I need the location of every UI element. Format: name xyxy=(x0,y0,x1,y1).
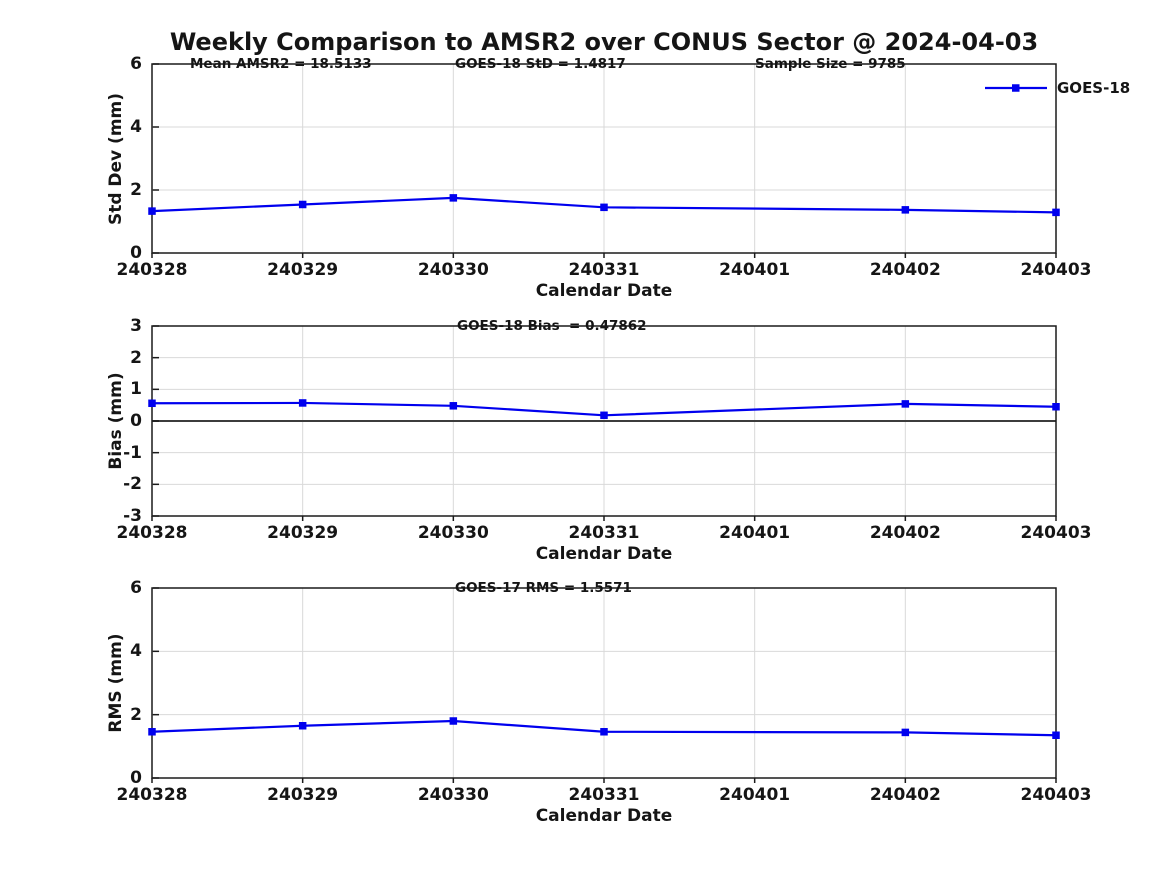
legend-swatch xyxy=(984,81,1048,95)
y-tick-label: 6 xyxy=(130,54,142,74)
data-point xyxy=(298,399,307,407)
data-point xyxy=(600,203,608,212)
x-tick-label: 240330 xyxy=(417,785,489,805)
annotation: GOES-18 StD = 1.4817 xyxy=(455,56,626,72)
x-tick-label: 240402 xyxy=(869,785,941,805)
data-point xyxy=(901,728,910,737)
data-point xyxy=(1052,731,1060,739)
annotation: GOES-18 Bias = 0.47862 xyxy=(457,318,647,334)
x-tick-label: 240331 xyxy=(568,260,640,280)
data-line-GOES-18 xyxy=(151,401,1057,417)
y-tick-label: 0 xyxy=(130,768,142,788)
x-tick-label: 240403 xyxy=(1020,260,1092,280)
y-tick-label: 6 xyxy=(130,578,142,598)
data-point xyxy=(148,399,156,408)
axes-box xyxy=(151,587,1057,779)
legend-swatch-icon xyxy=(985,84,1047,92)
annotation: Sample Size = 9785 xyxy=(755,56,906,72)
data-point xyxy=(1052,208,1060,217)
data-point xyxy=(1052,403,1060,411)
x-tick-label: 240328 xyxy=(116,523,188,543)
axes-box xyxy=(151,325,1057,517)
data-point xyxy=(600,728,608,736)
y-tick-label: 3 xyxy=(130,316,142,336)
x-tick-label: 240402 xyxy=(869,260,941,280)
x-axis-label: Calendar Date xyxy=(535,281,673,301)
page-title: Weekly Comparison to AMSR2 over CONUS Se… xyxy=(169,28,1039,56)
y-tick-label: -1 xyxy=(123,442,142,463)
data-line-GOES-18 xyxy=(151,196,1057,214)
legend-label: GOES-18 xyxy=(1057,79,1131,97)
x-tick-label: 240403 xyxy=(1020,523,1092,543)
y-tick-label: 2 xyxy=(130,180,142,200)
x-axis-label: Calendar Date xyxy=(535,544,673,564)
legend: GOES-18 xyxy=(984,79,1130,97)
data-point xyxy=(298,200,307,209)
x-tick-label: 240329 xyxy=(267,523,339,543)
x-tick-label: 240331 xyxy=(568,523,640,543)
x-tick-label: 240403 xyxy=(1020,785,1092,805)
x-tick-label: 240329 xyxy=(267,785,339,805)
data-point xyxy=(600,411,608,420)
data-point xyxy=(148,728,156,736)
x-tick-label: 240401 xyxy=(719,785,791,805)
x-tick-label: 240330 xyxy=(417,523,489,543)
data-point xyxy=(901,206,910,214)
data-point xyxy=(449,194,458,202)
data-line-GOES-18 xyxy=(151,719,1057,737)
y-tick-label: 2 xyxy=(130,347,142,368)
y-tick-label: 4 xyxy=(130,641,142,662)
axes-box xyxy=(151,63,1057,254)
y-tick-label: 0 xyxy=(130,411,142,431)
annotation: GOES-17 RMS = 1.5571 xyxy=(455,580,632,596)
data-point xyxy=(298,722,307,730)
x-tick-label: 240331 xyxy=(568,785,640,805)
data-point xyxy=(148,207,156,215)
x-axis-label: Calendar Date xyxy=(535,806,673,826)
x-tick-label: 240401 xyxy=(719,260,791,280)
x-tick-label: 240328 xyxy=(116,260,188,280)
x-tick-label: 240330 xyxy=(417,260,489,280)
x-tick-label: 240401 xyxy=(719,523,791,543)
x-tick-label: 240328 xyxy=(116,785,188,805)
y-tick-label: 1 xyxy=(130,379,142,400)
x-tick-label: 240402 xyxy=(869,523,941,543)
y-axis-label: RMS (mm) xyxy=(106,633,126,733)
y-tick-label: 0 xyxy=(130,243,142,263)
data-point xyxy=(449,402,458,410)
y-tick-label: 2 xyxy=(130,704,142,725)
y-tick-label: -3 xyxy=(123,506,142,526)
data-point xyxy=(449,717,458,725)
x-tick-label: 240329 xyxy=(267,260,339,280)
annotation: Mean AMSR2 = 18.5133 xyxy=(190,56,372,72)
y-tick-label: 4 xyxy=(130,117,142,137)
data-point xyxy=(901,400,910,408)
y-tick-label: -2 xyxy=(123,474,142,495)
